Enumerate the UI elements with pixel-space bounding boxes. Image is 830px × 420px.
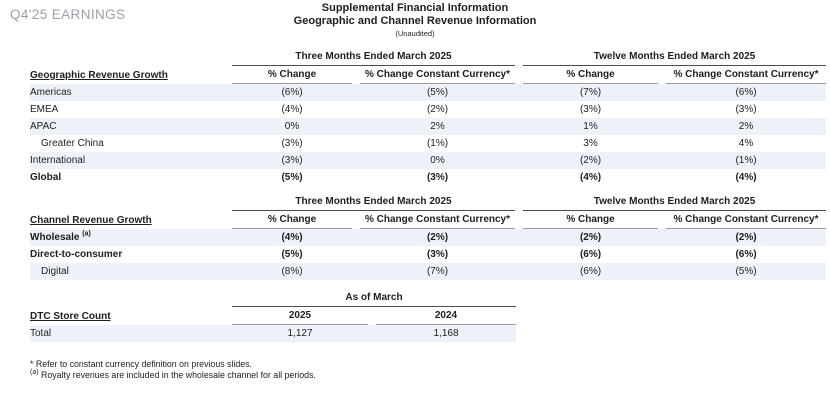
- channel-twelve-months-header: Twelve Months Ended March 2025: [523, 196, 826, 211]
- geo-col-pct-change-cc-3m: % Change Constant Currency*: [360, 69, 515, 84]
- geo-period-header-row: Three Months Ended March 2025 Twelve Mon…: [30, 49, 826, 66]
- row-value: (3%): [281, 138, 303, 149]
- row-value: 1,127: [287, 328, 313, 339]
- slide-label: Q4'25 EARNINGS: [10, 7, 126, 22]
- row-value: (2%): [579, 155, 602, 166]
- table-row: Direct-to-consumer (5%) (3%) (6%) (6%): [30, 246, 826, 263]
- row-label: Total: [30, 328, 52, 339]
- row-label: EMEA: [30, 104, 59, 115]
- table-row: Digital (8%) (7%) (6%) (5%): [30, 263, 826, 280]
- table-row: International (3%) 0% (2%) (1%): [30, 152, 826, 169]
- table-row: Greater China (3%) (1%) 3% 4%: [30, 135, 826, 152]
- row-value: (6%): [735, 249, 757, 260]
- channel-three-months-header: Three Months Ended March 2025: [232, 196, 515, 211]
- row-label: Americas: [30, 87, 72, 98]
- row-value: 1%: [583, 121, 598, 132]
- footnote-a-marker: (a): [30, 368, 39, 376]
- channel-column-header-row: Channel Revenue Growth % Change % Change…: [30, 211, 826, 229]
- row-value: 2%: [738, 121, 754, 132]
- channel-col-pct-change-3m: % Change: [232, 214, 352, 229]
- row-label-text: Wholesale: [30, 232, 80, 243]
- geo-col-pct-change-cc-12m: % Change Constant Currency*: [666, 69, 826, 84]
- title-block: Supplemental Financial Information Geogr…: [0, 2, 830, 39]
- row-value: (2%): [426, 104, 449, 115]
- channel-period-header-row: Three Months Ended March 2025 Twelve Mon…: [30, 194, 826, 211]
- store-column-header-row: DTC Store Count 2025 2024: [30, 307, 516, 325]
- row-value: 3%: [583, 138, 598, 149]
- row-value: (4%): [735, 172, 757, 183]
- row-label: Global: [30, 172, 62, 183]
- row-label: APAC: [30, 121, 57, 132]
- channel-table: Three Months Ended March 2025 Twelve Mon…: [30, 194, 826, 280]
- row-value: (7%): [426, 266, 449, 277]
- geo-three-months-header: Three Months Ended March 2025: [232, 51, 515, 66]
- row-value: (2%): [426, 232, 449, 243]
- tables-area: Three Months Ended March 2025 Twelve Mon…: [30, 49, 826, 342]
- row-value: (6%): [281, 87, 303, 98]
- row-value: (5%): [281, 249, 303, 260]
- table-row: Total 1,127 1,168: [30, 325, 516, 342]
- store-section-label: DTC Store Count: [30, 311, 111, 322]
- row-value: (5%): [426, 87, 449, 98]
- table-row: APAC 0% 2% 1% 2%: [30, 118, 826, 135]
- row-value: (2%): [579, 232, 602, 243]
- store-period-header-row: As of March: [30, 290, 516, 307]
- geo-column-header-row: Geographic Revenue Growth % Change % Cha…: [30, 66, 826, 84]
- row-label: Digital: [41, 266, 69, 277]
- table-row: Americas (6%) (5%) (7%) (6%): [30, 84, 826, 101]
- row-value: (6%): [579, 266, 602, 277]
- footnotes: * Refer to constant currency definition …: [30, 359, 316, 380]
- row-label: Direct-to-consumer: [30, 249, 123, 260]
- store-col-2024: 2024: [376, 310, 516, 325]
- footnote-marker: (a): [82, 230, 91, 238]
- table-row: Wholesale (a) (4%) (2%) (2%) (2%): [30, 229, 826, 246]
- row-value: (6%): [579, 249, 602, 260]
- footnote-asterisk: * Refer to constant currency definition …: [30, 359, 252, 369]
- row-value: (5%): [281, 172, 303, 183]
- unaudited-note: (Unaudited): [395, 29, 435, 38]
- store-count-table: As of March DTC Store Count 2025 2024 To…: [30, 290, 826, 342]
- row-value: (2%): [735, 232, 757, 243]
- title-line-1: Supplemental Financial Information: [321, 2, 509, 14]
- row-value: (3%): [735, 104, 757, 115]
- row-value: (3%): [281, 155, 303, 166]
- row-value: (8%): [281, 266, 303, 277]
- row-value: (3%): [426, 249, 449, 260]
- row-value: 0%: [430, 155, 445, 166]
- table-row: Global (5%) (3%) (4%) (4%): [30, 169, 826, 186]
- channel-col-pct-change-12m: % Change: [523, 214, 658, 229]
- geographic-table: Three Months Ended March 2025 Twelve Mon…: [30, 49, 826, 186]
- row-value: 2%: [430, 121, 445, 132]
- row-value: (7%): [579, 87, 602, 98]
- row-value: 1,168: [433, 328, 459, 339]
- row-value: (4%): [281, 232, 303, 243]
- channel-section-label: Channel Revenue Growth: [30, 215, 152, 226]
- row-value: (1%): [426, 138, 449, 149]
- channel-col-pct-change-cc-12m: % Change Constant Currency*: [666, 214, 826, 229]
- store-col-2025: 2025: [232, 310, 368, 325]
- geo-section-label: Geographic Revenue Growth: [30, 70, 168, 81]
- row-value: (1%): [735, 155, 757, 166]
- channel-col-pct-change-cc-3m: % Change Constant Currency*: [360, 214, 515, 229]
- footnote-a: (a) Royalty revenues are included in the…: [30, 368, 316, 381]
- row-label: Wholesale (a): [30, 230, 224, 243]
- row-value: (3%): [579, 104, 602, 115]
- geo-col-pct-change-3m: % Change: [232, 69, 352, 84]
- row-label: Greater China: [41, 138, 104, 149]
- row-value: (6%): [735, 87, 757, 98]
- footnote-a-text: Royalty revenues are included in the who…: [41, 369, 316, 380]
- row-label: International: [30, 155, 86, 166]
- row-value: (5%): [735, 266, 757, 277]
- geo-col-pct-change-12m: % Change: [523, 69, 658, 84]
- row-value: 0%: [284, 121, 300, 132]
- as-of-march-header: As of March: [232, 292, 516, 307]
- row-value: 4%: [738, 138, 754, 149]
- row-value: (4%): [579, 172, 602, 183]
- table-row: EMEA (4%) (2%) (3%) (3%): [30, 101, 826, 118]
- row-value: (4%): [281, 104, 303, 115]
- geo-twelve-months-header: Twelve Months Ended March 2025: [523, 51, 826, 66]
- title-line-2: Geographic and Channel Revenue Informati…: [293, 15, 537, 27]
- row-value: (3%): [426, 172, 449, 183]
